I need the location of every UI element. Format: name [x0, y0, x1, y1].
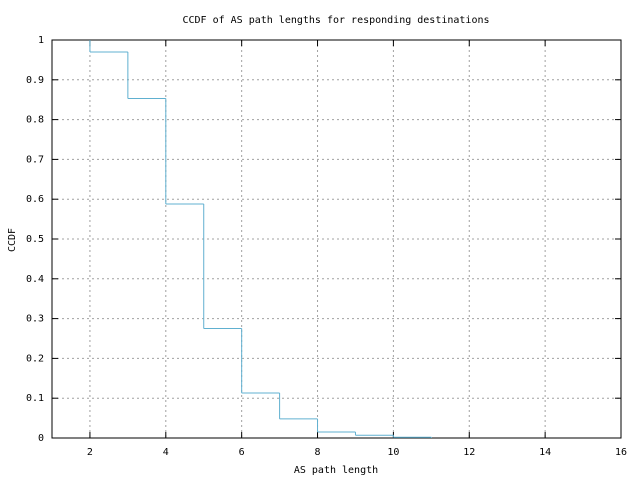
plot-frame [51, 39, 622, 439]
x-axis-label: AS path length [294, 465, 378, 476]
x-tick-label: 6 [239, 447, 245, 458]
y-tick-label: 1 [38, 35, 44, 46]
chart-title: CCDF of AS path lengths for responding d… [182, 15, 489, 26]
x-tick-label: 8 [315, 447, 321, 458]
x-tick-label: 4 [163, 447, 169, 458]
x-tick-label: 10 [387, 447, 399, 458]
x-tick-label: 16 [615, 447, 627, 458]
y-tick-label: 0.9 [26, 75, 44, 86]
y-tick-label: 0.6 [26, 194, 44, 205]
y-tick-label: 0 [38, 433, 44, 444]
x-tick-label: 12 [463, 447, 475, 458]
y-tick-label: 0.7 [26, 154, 44, 165]
x-tick-label: 14 [539, 447, 551, 458]
y-axis-label: CCDF [7, 228, 18, 252]
y-tick-label: 0.5 [26, 234, 44, 245]
y-tick-label: 0.4 [26, 274, 44, 285]
y-tick-label: 0.1 [26, 393, 44, 404]
y-tick-label: 0.3 [26, 314, 44, 325]
x-tick-label: 2 [87, 447, 93, 458]
y-tick-label: 0.8 [26, 115, 44, 126]
y-tick-label: 0.2 [26, 353, 44, 364]
